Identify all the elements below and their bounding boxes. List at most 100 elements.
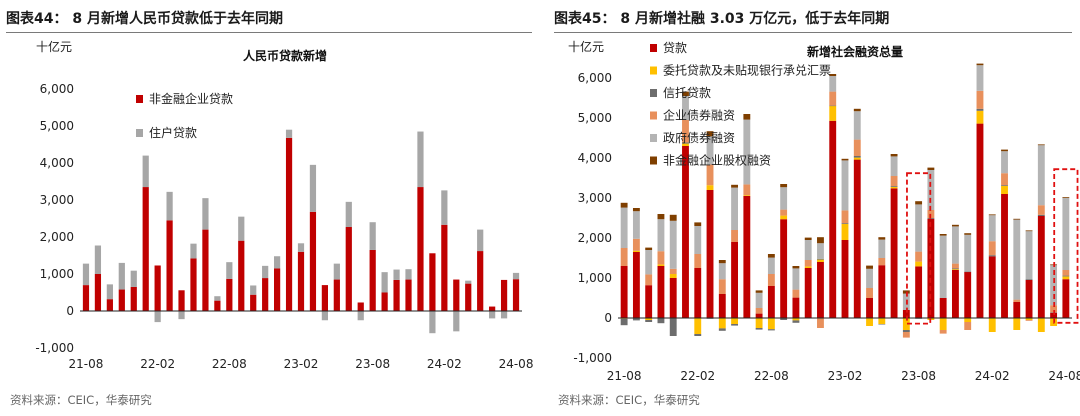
bar-segment bbox=[226, 278, 233, 311]
right-figure-title: 图表45： 8 月新增社融 3.03 万亿元，低于去年同期 bbox=[554, 11, 890, 27]
bar-segment bbox=[1050, 305, 1058, 313]
bar-segment bbox=[309, 164, 317, 212]
bar-segment bbox=[866, 268, 873, 288]
bar-segment bbox=[1001, 149, 1008, 152]
bar-segment bbox=[1013, 218, 1021, 220]
legend-label: 委托贷款及未贴现银行承兑汇票 bbox=[663, 64, 831, 78]
bar-segment bbox=[1025, 231, 1033, 280]
legend-label: 非金融企业股权融资 bbox=[663, 153, 771, 168]
bar-segment bbox=[178, 311, 185, 320]
bar-segment bbox=[743, 119, 751, 185]
bar-segment bbox=[792, 297, 800, 318]
left-figure-title: 图表44： 8 月新增人民币贷款低于去年同期 bbox=[6, 11, 283, 27]
highlight-box bbox=[1053, 168, 1079, 324]
bar-segment bbox=[130, 270, 137, 287]
bar-segment bbox=[357, 311, 364, 321]
bar-segment bbox=[964, 271, 972, 273]
bar-segment bbox=[405, 269, 412, 280]
bar-segment bbox=[706, 136, 714, 165]
bar-segment bbox=[878, 265, 886, 318]
bar-segment bbox=[142, 187, 149, 311]
bar-segment bbox=[1013, 299, 1021, 302]
bar-segment bbox=[817, 243, 824, 259]
bar-segment bbox=[878, 318, 886, 324]
bar-segment bbox=[915, 261, 923, 267]
bar-segment bbox=[706, 164, 714, 186]
legend-label: 企业债券融资 bbox=[663, 108, 735, 123]
bar-segment bbox=[853, 156, 861, 158]
bar-segment bbox=[1025, 230, 1033, 232]
bar-segment bbox=[829, 74, 837, 76]
bar-segment bbox=[780, 209, 788, 216]
bar-segment bbox=[1062, 279, 1070, 318]
bar-segment bbox=[1062, 197, 1070, 198]
bar-segment bbox=[878, 324, 886, 325]
bar-segment bbox=[890, 186, 898, 187]
bar-segment bbox=[988, 255, 996, 257]
bar-segment bbox=[951, 269, 959, 270]
bar-segment bbox=[964, 322, 972, 330]
legend-swatch bbox=[650, 134, 657, 142]
bar-segment bbox=[853, 108, 861, 112]
bar-segment bbox=[767, 257, 775, 274]
y-tick-label: 4,000 bbox=[40, 156, 74, 170]
bar-segment bbox=[878, 258, 886, 266]
bar-segment bbox=[154, 311, 161, 323]
bar-segment bbox=[853, 157, 861, 160]
bar-segment bbox=[939, 235, 947, 298]
bar-segment bbox=[1050, 312, 1058, 318]
bar-segment bbox=[250, 294, 257, 311]
bar-segment bbox=[755, 318, 763, 328]
legend-swatch bbox=[650, 66, 657, 75]
bar-segment bbox=[792, 318, 800, 321]
bar-segment bbox=[453, 279, 460, 311]
bar-segment bbox=[817, 318, 824, 328]
bar-segment bbox=[500, 311, 508, 319]
legend-label: 政府债券融资 bbox=[663, 130, 735, 145]
bar-segment bbox=[166, 220, 173, 311]
bar-segment bbox=[890, 154, 898, 157]
bar-segment bbox=[405, 279, 412, 311]
bar-segment bbox=[285, 137, 293, 311]
bar-segment bbox=[94, 245, 102, 274]
legend-swatch bbox=[136, 95, 143, 103]
bar-segment bbox=[878, 239, 886, 258]
bar-segment bbox=[731, 324, 739, 326]
bar-segment bbox=[964, 234, 972, 272]
bar-segment bbox=[817, 259, 824, 262]
bar-segment bbox=[780, 184, 788, 188]
bar-segment bbox=[297, 243, 305, 252]
x-tick-label: 23-02 bbox=[828, 369, 863, 383]
bar-segment bbox=[694, 318, 702, 334]
bar-segment bbox=[682, 91, 689, 96]
y-tick-label: 2,000 bbox=[40, 230, 74, 244]
bar-segment bbox=[755, 328, 763, 330]
bar-segment bbox=[853, 111, 861, 140]
bar-segment bbox=[792, 289, 800, 298]
y-tick-label: 3,000 bbox=[578, 191, 612, 205]
bar-segment bbox=[817, 262, 824, 318]
bar-segment bbox=[657, 214, 665, 220]
bar-segment bbox=[755, 313, 763, 318]
bar-segment bbox=[817, 258, 824, 260]
bar-segment bbox=[902, 330, 910, 332]
right-title-rule bbox=[554, 32, 1072, 33]
bar-segment bbox=[682, 143, 689, 146]
bar-segment bbox=[1037, 205, 1045, 215]
bar-segment bbox=[743, 196, 751, 318]
bar-segment bbox=[453, 311, 460, 332]
bar-segment bbox=[951, 263, 959, 269]
bar-segment bbox=[829, 105, 837, 107]
bar-segment bbox=[841, 224, 849, 240]
bar-segment bbox=[106, 284, 113, 300]
legend-label: 非金融企业贷款 bbox=[149, 91, 233, 106]
right-figure-panel: 图表45： 8 月新增社融 3.03 万亿元，低于去年同期 十亿元 新增社会融资总… bbox=[548, 0, 1080, 416]
bar-segment bbox=[706, 131, 714, 137]
bar-segment bbox=[345, 227, 352, 311]
y-tick-label: 1,000 bbox=[40, 267, 74, 281]
bar-segment bbox=[682, 120, 689, 143]
bar-segment bbox=[939, 234, 947, 236]
left-figure-panel: 图表44： 8 月新增人民币贷款低于去年同期 十亿元 人民币贷款新增 -1,000 0… bbox=[6, 11, 533, 407]
bar-segment bbox=[238, 216, 245, 241]
